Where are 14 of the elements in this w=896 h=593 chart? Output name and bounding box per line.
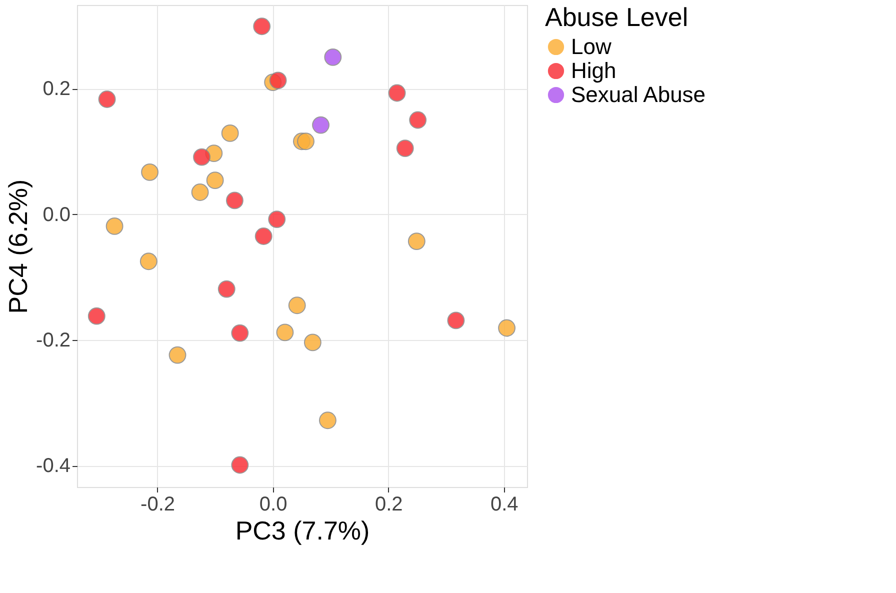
legend-label: High	[571, 58, 616, 83]
x-axis-title: PC3 (7.7%)	[235, 516, 370, 546]
y-axis-title: PC4 (6.2%)	[3, 179, 34, 314]
x-tick-label: 0.0	[259, 494, 288, 516]
legend-title: Abuse Level	[545, 2, 688, 32]
y-tick-label: 0.0	[42, 204, 70, 226]
y-tick-label: 0.2	[42, 78, 70, 100]
x-tick-label: -0.2	[140, 494, 176, 516]
legend-label: Sexual Abuse	[571, 82, 706, 107]
x-tick-label: 0.2	[374, 494, 403, 516]
y-tick-label: -0.2	[36, 329, 70, 352]
legend-label: Low	[571, 34, 612, 59]
x-tick-label: 0.4	[490, 494, 518, 516]
y-tick-label: -0.4	[36, 455, 70, 478]
